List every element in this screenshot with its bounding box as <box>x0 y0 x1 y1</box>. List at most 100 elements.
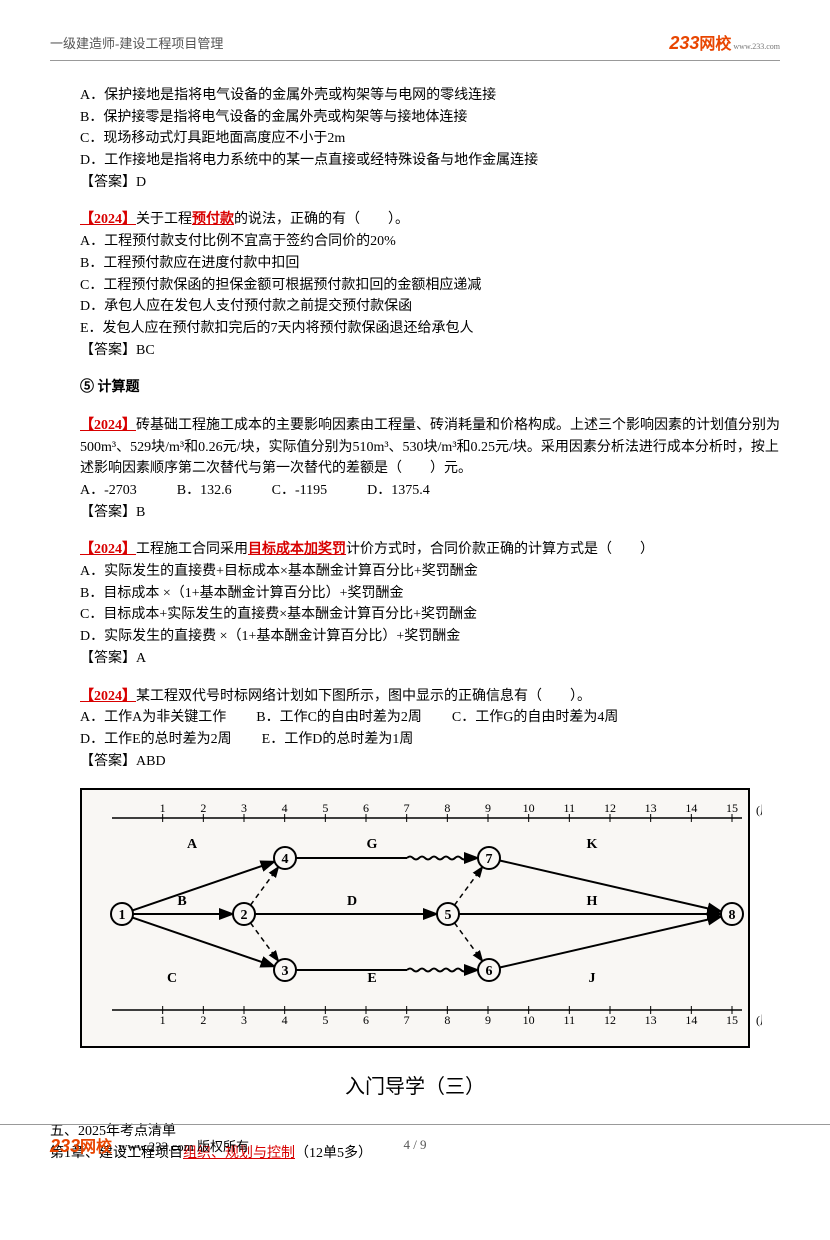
question-2: 【2024】关于工程预付款的说法，正确的有（ ）。 A．工程预付款支付比例不宜高… <box>50 209 780 361</box>
svg-text:3: 3 <box>282 964 289 979</box>
question-5: 【2024】某工程双代号时标网络计划如下图所示，图中显示的正确信息有（ ）。 A… <box>50 686 780 773</box>
option: A．-2703 <box>80 480 137 502</box>
svg-text:4: 4 <box>282 1013 288 1027</box>
option: D．承包人应在发包人支付预付款之前提交预付款保函 <box>50 296 780 318</box>
option: C．目标成本+实际发生的直接费×基本酬金计算百分比+奖罚酬金 <box>50 604 780 626</box>
svg-text:9: 9 <box>485 801 491 815</box>
svg-text:1: 1 <box>160 801 166 815</box>
stem-text: 某工程双代号时标网络计划如下图所示，图中显示的正确信息有（ ）。 <box>136 689 591 704</box>
svg-text:A: A <box>187 837 198 852</box>
keyword: 预付款 <box>192 212 234 227</box>
stem-text: 关于工程 <box>136 212 192 227</box>
svg-text:5: 5 <box>445 908 452 923</box>
svg-text:5: 5 <box>322 801 328 815</box>
svg-text:11: 11 <box>564 1013 576 1027</box>
option: C．-1195 <box>272 480 327 502</box>
option: D．1375.4 <box>367 480 430 502</box>
stem-text: 的说法，正确的有（ ）。 <box>234 212 409 227</box>
page-footer: 233 网校 www.233.com 版权所有 4 / 9 <box>0 1124 830 1157</box>
svg-text:3: 3 <box>241 1013 247 1027</box>
option: A．保护接地是指将电气设备的金属外壳或构架等与电网的零线连接 <box>50 85 780 107</box>
question-4: 【2024】工程施工合同采用目标成本加奖罚计价方式时，合同价款正确的计算方式是（… <box>50 539 780 669</box>
svg-text:(周): (周) <box>756 803 762 817</box>
option: A．工作A为非关键工作 <box>80 707 226 729</box>
svg-text:11: 11 <box>564 801 576 815</box>
year-tag: 【2024】 <box>80 689 136 704</box>
svg-text:15: 15 <box>726 801 738 815</box>
svg-text:4: 4 <box>282 801 288 815</box>
stem-text: 计价方式时，合同价款正确的计算方式是（ ） <box>346 542 654 557</box>
svg-text:12: 12 <box>604 801 616 815</box>
svg-text:13: 13 <box>645 801 657 815</box>
logo-text: 网校 <box>699 30 731 54</box>
page-number: 4 / 9 <box>403 1137 426 1153</box>
section-title: 入门导学（三） <box>50 1072 780 1103</box>
svg-text:13: 13 <box>645 1013 657 1027</box>
network-diagram: 123456789101112131415(周)1234567891011121… <box>80 788 750 1048</box>
svg-text:6: 6 <box>363 1013 369 1027</box>
answer: 【答案】B <box>50 502 780 524</box>
stem-text: 工程施工合同采用 <box>136 542 248 557</box>
option: B．保护接零是指将电气设备的金属外壳或构架等与接地体连接 <box>50 107 780 129</box>
option: B．目标成本 ×（1+基本酬金计算百分比）+奖罚酬金 <box>50 583 780 605</box>
page-header: 一级建造师-建设工程项目管理 233 网校 www.233.com <box>50 30 780 61</box>
svg-text:5: 5 <box>322 1013 328 1027</box>
header-logo: 233 网校 www.233.com <box>669 30 780 54</box>
section-heading: ⑤ 计算题 <box>50 377 780 399</box>
option: B．132.6 <box>177 480 232 502</box>
svg-text:C: C <box>167 971 177 986</box>
svg-text:4: 4 <box>282 852 289 867</box>
keyword: 目标成本加奖罚 <box>248 542 346 557</box>
svg-text:J: J <box>589 971 596 986</box>
option: E．工作D的总时差为1周 <box>262 729 414 751</box>
question-3: 【2024】砖基础工程施工成本的主要影响因素由工程量、砖消耗量和价格构成。上述三… <box>50 415 780 523</box>
svg-text:2: 2 <box>200 801 206 815</box>
answer: 【答案】D <box>50 172 780 194</box>
svg-text:E: E <box>367 971 376 986</box>
logo-num: 233 <box>669 33 699 54</box>
option: B．工作C的自由时差为2周 <box>256 707 422 729</box>
svg-text:8: 8 <box>444 801 450 815</box>
svg-text:1: 1 <box>119 908 126 923</box>
svg-text:G: G <box>367 837 378 852</box>
svg-text:14: 14 <box>685 801 697 815</box>
svg-text:K: K <box>587 837 598 852</box>
svg-text:7: 7 <box>486 852 493 867</box>
network-svg: 123456789101112131415(周)1234567891011121… <box>92 800 762 1028</box>
svg-text:1: 1 <box>160 1013 166 1027</box>
footer-site: www.233.com 版权所有 <box>118 1136 249 1155</box>
svg-text:3: 3 <box>241 801 247 815</box>
svg-text:10: 10 <box>523 801 535 815</box>
header-title: 一级建造师-建设工程项目管理 <box>50 33 223 52</box>
option: A．工程预付款支付比例不宜高于签约合同价的20% <box>50 231 780 253</box>
answer: 【答案】A <box>50 648 780 670</box>
option: D．实际发生的直接费 ×（1+基本酬金计算百分比）+奖罚酬金 <box>50 626 780 648</box>
year-tag: 【2024】 <box>80 212 136 227</box>
year-tag: 【2024】 <box>80 542 136 557</box>
svg-text:14: 14 <box>685 1013 697 1027</box>
svg-text:12: 12 <box>604 1013 616 1027</box>
option: C．工作G的自由时差为4周 <box>452 707 618 729</box>
svg-text:7: 7 <box>404 801 410 815</box>
option: D．工作接地是指将电力系统中的某一点直接或经特殊设备与地作金属连接 <box>50 150 780 172</box>
svg-text:2: 2 <box>200 1013 206 1027</box>
question-1: A．保护接地是指将电气设备的金属外壳或构架等与电网的零线连接 B．保护接零是指将… <box>50 85 780 193</box>
year-tag: 【2024】 <box>80 418 136 433</box>
footer-logo: 233 网校 <box>50 1133 112 1157</box>
svg-text:D: D <box>347 894 357 909</box>
stem-text: 砖基础工程施工成本的主要影响因素由工程量、砖消耗量和价格构成。上述三个影响因素的… <box>80 418 780 476</box>
option: D．工作E的总时差为2周 <box>80 729 232 751</box>
svg-text:8: 8 <box>729 908 736 923</box>
option: C．现场移动式灯具距地面高度应不小于2m <box>50 128 780 150</box>
option: E．发包人应在预付款扣完后的7天内将预付款保函退还给承包人 <box>50 318 780 340</box>
option: A．实际发生的直接费+目标成本×基本酬金计算百分比+奖罚酬金 <box>50 561 780 583</box>
svg-text:15: 15 <box>726 1013 738 1027</box>
svg-text:10: 10 <box>523 1013 535 1027</box>
svg-text:6: 6 <box>363 801 369 815</box>
svg-text:8: 8 <box>444 1013 450 1027</box>
answer: 【答案】ABD <box>50 751 780 773</box>
svg-text:(周): (周) <box>756 1013 762 1027</box>
logo-sub: www.233.com <box>733 42 780 51</box>
answer: 【答案】BC <box>50 340 780 362</box>
svg-text:6: 6 <box>486 964 493 979</box>
